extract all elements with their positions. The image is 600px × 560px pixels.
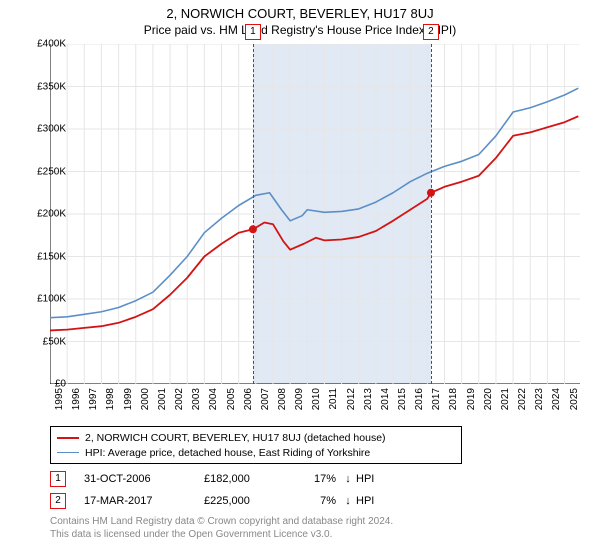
x-tick-label: 1995: [54, 388, 65, 416]
x-tick-label: 2006: [243, 388, 254, 416]
chart-plot-area: 12: [50, 44, 580, 384]
x-tick-label: 2023: [534, 388, 545, 416]
x-tick-label: 2021: [500, 388, 511, 416]
footnote-line2: This data is licensed under the Open Gov…: [50, 529, 332, 540]
x-tick-label: 2020: [483, 388, 494, 416]
legend: 2, NORWICH COURT, BEVERLEY, HU17 8UJ (de…: [50, 426, 462, 464]
sale-date: 17-MAR-2017: [84, 495, 204, 507]
series-hpi: [50, 88, 578, 318]
x-tick-label: 2018: [448, 388, 459, 416]
y-tick-label: £250K: [37, 166, 66, 177]
y-tick-label: £150K: [37, 251, 66, 262]
chart-container: 2, NORWICH COURT, BEVERLEY, HU17 8UJ Pri…: [0, 0, 600, 560]
legend-label: 2, NORWICH COURT, BEVERLEY, HU17 8UJ (de…: [85, 432, 386, 444]
footnote: Contains HM Land Registry data © Crown c…: [50, 516, 393, 541]
x-tick-label: 2019: [466, 388, 477, 416]
y-tick-label: £400K: [37, 39, 66, 50]
sales-row: 2 17-MAR-2017£225,0007%↓HPI: [50, 490, 396, 512]
legend-label: HPI: Average price, detached house, East…: [85, 447, 370, 459]
x-tick-label: 2024: [551, 388, 562, 416]
x-tick-label: 2008: [277, 388, 288, 416]
title-sub: Price paid vs. HM Land Registry's House …: [0, 21, 600, 41]
y-tick-label: £300K: [37, 124, 66, 135]
series-property: [50, 116, 578, 330]
sale-price: £225,000: [204, 495, 296, 507]
legend-row: HPI: Average price, detached house, East…: [57, 445, 455, 460]
sales-table: 1 31-OCT-2006£182,00017%↓HPI 2 17-MAR-2017£…: [50, 468, 396, 512]
x-tick-label: 2016: [414, 388, 425, 416]
y-tick-label: £200K: [37, 209, 66, 220]
sales-row: 1 31-OCT-2006£182,00017%↓HPI: [50, 468, 396, 490]
x-tick-label: 2013: [363, 388, 374, 416]
down-arrow-icon: ↓: [340, 473, 356, 485]
sale-vline: [431, 44, 432, 384]
title-main: 2, NORWICH COURT, BEVERLEY, HU17 8UJ: [0, 0, 600, 21]
x-tick-label: 2014: [380, 388, 391, 416]
x-tick-label: 1998: [105, 388, 116, 416]
footnote-line1: Contains HM Land Registry data © Crown c…: [50, 516, 393, 527]
x-tick-label: 2011: [328, 388, 339, 416]
x-tick-label: 2002: [174, 388, 185, 416]
y-tick-label: £350K: [37, 81, 66, 92]
x-tick-label: 2000: [140, 388, 151, 416]
sale-marker: 2: [50, 493, 66, 509]
x-tick-label: 2017: [431, 388, 442, 416]
sale-pct: 17%: [296, 473, 340, 485]
x-tick-label: 2015: [397, 388, 408, 416]
x-tick-label: 2001: [157, 388, 168, 416]
x-tick-label: 1999: [123, 388, 134, 416]
sale-vline: [253, 44, 254, 384]
sale-price: £182,000: [204, 473, 296, 485]
x-tick-label: 1997: [88, 388, 99, 416]
sale-pct: 7%: [296, 495, 340, 507]
chart-svg: [50, 44, 580, 384]
x-tick-label: 2012: [346, 388, 357, 416]
x-tick-label: 2010: [311, 388, 322, 416]
legend-swatch: [57, 452, 79, 453]
x-tick-label: 2007: [260, 388, 271, 416]
x-tick-label: 2009: [294, 388, 305, 416]
x-tick-label: 2025: [569, 388, 580, 416]
y-tick-label: £100K: [37, 294, 66, 305]
legend-row: 2, NORWICH COURT, BEVERLEY, HU17 8UJ (de…: [57, 430, 455, 445]
sale-hpi-label: HPI: [356, 473, 396, 485]
sale-marker: 2: [423, 24, 439, 40]
sale-marker: 1: [245, 24, 261, 40]
x-tick-label: 2022: [517, 388, 528, 416]
x-tick-label: 2005: [226, 388, 237, 416]
sale-marker: 1: [50, 471, 66, 487]
legend-swatch: [57, 437, 79, 439]
sale-hpi-label: HPI: [356, 495, 396, 507]
x-tick-label: 2004: [208, 388, 219, 416]
sale-date: 31-OCT-2006: [84, 473, 204, 485]
x-tick-label: 2003: [191, 388, 202, 416]
x-tick-label: 1996: [71, 388, 82, 416]
down-arrow-icon: ↓: [340, 495, 356, 507]
y-tick-label: £50K: [43, 336, 66, 347]
